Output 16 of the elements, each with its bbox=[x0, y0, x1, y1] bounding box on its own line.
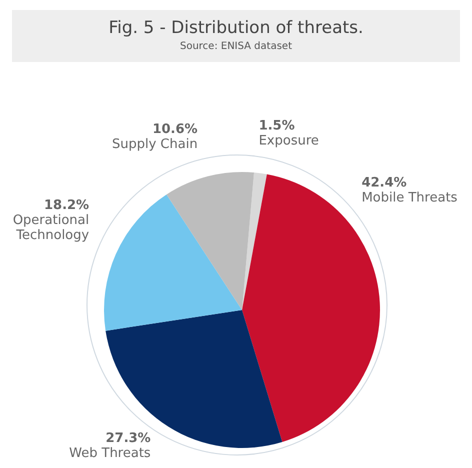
pie-slice bbox=[242, 172, 267, 310]
chart-subtitle: Source: ENISA dataset bbox=[178, 41, 293, 52]
data-label: 42.4% bbox=[362, 175, 407, 190]
data-label: 18.2% bbox=[44, 198, 90, 213]
data-label: 1.5% bbox=[258, 118, 295, 134]
chart-title: Fig. 5 - Distribution of threats. bbox=[108, 18, 364, 38]
slice-label: Web Threats bbox=[69, 446, 151, 462]
slice-label: Mobile Threats bbox=[362, 190, 458, 206]
slice-label: Exposure bbox=[258, 133, 319, 148]
pie-slice bbox=[106, 310, 282, 448]
data-label: 27.3% bbox=[106, 431, 151, 446]
pie-slice bbox=[104, 194, 242, 331]
pie-slice bbox=[166, 172, 254, 310]
slice-label: Operational Technology bbox=[12, 212, 90, 243]
slice-label: Supply Chain bbox=[112, 136, 198, 152]
data-label: 10.6% bbox=[152, 122, 198, 137]
